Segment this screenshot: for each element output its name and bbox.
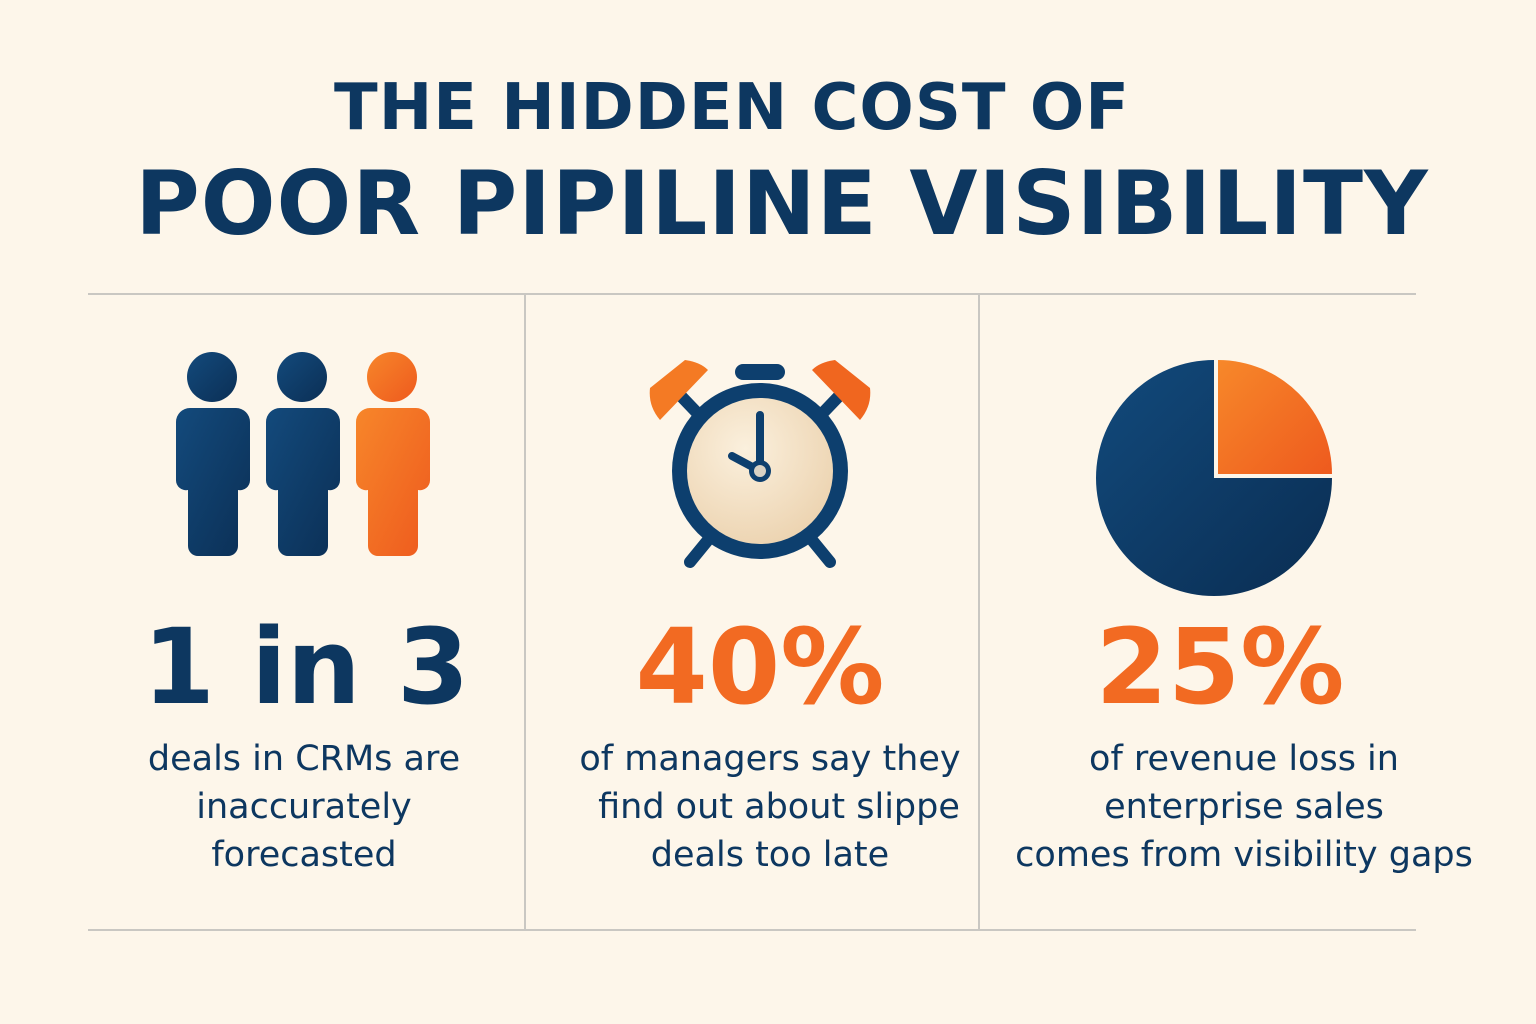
description-line: of managers say they [579,739,961,779]
column-divider [978,294,980,930]
description-line: find out about slippe [598,787,960,827]
description-line: of revenue loss in [1089,739,1399,779]
stat-description: of revenue loss in enterprise sales come… [1000,735,1488,879]
pie-slice-highlight [1218,360,1332,474]
top-divider [88,293,1416,295]
description-line: enterprise sales [1104,787,1384,827]
title-line-2: POOR PIPILINE VISIBILITY [135,152,1429,255]
stat-description: of managers say they find out about slip… [560,735,980,879]
description-line: deals too late [650,835,890,875]
stat-value: 25% [1095,606,1345,728]
stat-description: deals in CRMs are inaccurately forecaste… [96,735,512,879]
description-line: forecasted [211,835,397,875]
title-line-1: THE HIDDEN COST OF [334,71,1130,145]
pie-chart-icon [1096,360,1332,596]
stat-value: 40% [635,606,885,728]
description-line: deals in CRMs are [147,739,461,779]
people-icon [175,352,431,556]
column-divider [524,294,526,930]
description-line: inaccurately [196,787,412,827]
description-line: comes from visibility gaps [1015,835,1473,875]
pie-slice-major [1096,360,1332,596]
stat-value: 1 in 3 [142,606,470,728]
alarm-clock-icon [649,360,871,568]
bottom-divider [88,929,1416,931]
